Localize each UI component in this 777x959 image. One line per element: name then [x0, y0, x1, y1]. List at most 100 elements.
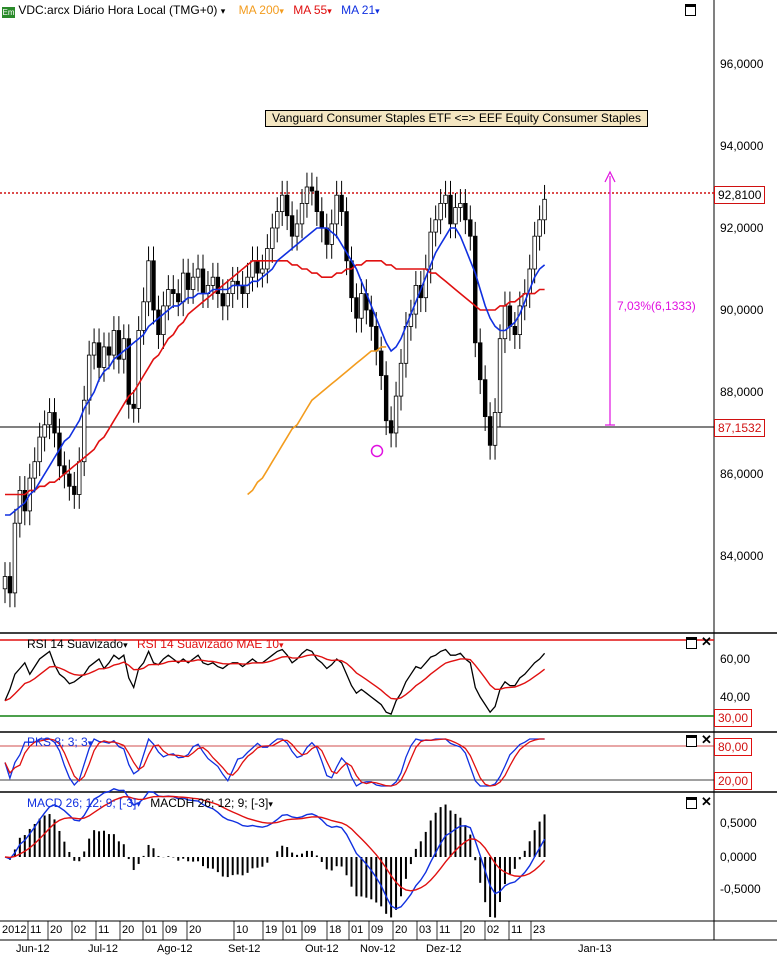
- candle-body: [67, 473, 72, 487]
- ma200-label[interactable]: MA 200: [238, 3, 280, 17]
- candle-body: [349, 260, 354, 299]
- app-logo-icon: Em: [2, 7, 15, 18]
- candle-body: [512, 325, 518, 335]
- candle-body: [383, 375, 389, 422]
- pks-close-icon[interactable]: ✕: [701, 732, 712, 747]
- chart-header: Em VDC:arcx Diário Hora Local (TMG+0) ▾ …: [2, 3, 380, 18]
- ma21-dropdown-icon[interactable]: ▾: [375, 6, 380, 16]
- date-tick-label: 10: [236, 924, 249, 936]
- pks-title[interactable]: PKS 8; 3; 3: [27, 735, 88, 749]
- candle-body: [215, 276, 221, 295]
- macd-header: MACD 26; 12; 9; [-3]▾ MACDH 26; 12; 9; […: [27, 796, 273, 810]
- pks-k-line: [4, 737, 545, 787]
- rsi-title[interactable]: RSI 14 Suavizado: [27, 637, 124, 651]
- candle-body: [255, 260, 260, 274]
- candle-body: [32, 461, 37, 479]
- symbol-label[interactable]: VDC:arcx Diário Hora Local (TMG+0): [18, 3, 218, 17]
- candle-body: [428, 231, 433, 270]
- candle-body: [52, 412, 57, 434]
- candle-body: [304, 186, 310, 204]
- candle-body: [141, 301, 146, 331]
- date-tick-label: 20: [122, 924, 135, 936]
- ma200-dropdown-icon[interactable]: ▾: [279, 6, 284, 16]
- price-tick-label: 86,0000: [720, 467, 764, 481]
- candle-body: [294, 223, 300, 237]
- candle-body: [388, 420, 394, 434]
- candle-body: [275, 211, 280, 229]
- rsi-mae-title[interactable]: RSI 14 Suavizado MAE 10: [136, 637, 280, 651]
- rsi-lines: [4, 648, 546, 715]
- candle-body: [339, 194, 344, 212]
- candle-body: [369, 309, 374, 327]
- macd-tick: 0,5000: [720, 816, 757, 830]
- month-label: Nov-12: [360, 943, 396, 955]
- candle-body: [354, 297, 359, 319]
- date-tick-label: 01: [145, 924, 158, 936]
- candle-body: [151, 260, 156, 311]
- candle-body: [47, 412, 52, 426]
- candle-body: [270, 227, 275, 249]
- date-tick-label: 18: [329, 924, 342, 936]
- candle-body: [166, 289, 171, 307]
- rsi-mae-dropdown-icon[interactable]: ▾: [279, 640, 284, 650]
- date-tick-label: 2012: [2, 924, 27, 936]
- rsi-mae-line: [4, 654, 546, 702]
- candle-body: [468, 219, 473, 237]
- candle-body: [438, 202, 443, 221]
- instrument-legend: Vanguard Consumer Staples ETF <=> EEF Eq…: [265, 110, 648, 127]
- pks-dropdown-icon[interactable]: ▾: [87, 738, 93, 748]
- candle-body: [146, 260, 151, 303]
- price-tick-label: 90,0000: [720, 303, 764, 317]
- candle-body: [190, 276, 196, 290]
- candle-body: [72, 485, 77, 495]
- macd-tick: 0,0000: [720, 850, 757, 864]
- date-tick-label: 03: [419, 924, 432, 936]
- candle-body: [96, 342, 102, 368]
- candle-body: [463, 202, 468, 221]
- candle-body: [161, 305, 166, 335]
- low-marker-circle: [370, 444, 384, 458]
- pks-maximize-icon[interactable]: [686, 735, 697, 747]
- candle-body: [324, 227, 329, 245]
- price-tick-label: 96,0000: [720, 57, 764, 71]
- maximize-icon[interactable]: [685, 4, 696, 16]
- candle-body: [314, 190, 320, 213]
- macd-title[interactable]: MACD 26; 12; 9; [-3]: [27, 796, 137, 810]
- candle-body: [502, 305, 508, 340]
- date-tick-label: 01: [285, 924, 298, 936]
- candle-body: [289, 215, 295, 237]
- macd-close-icon[interactable]: ✕: [701, 794, 712, 809]
- candle-body: [77, 461, 82, 495]
- date-tick-label: 19: [265, 924, 278, 936]
- candle-body: [453, 207, 458, 225]
- rsi-dropdown-icon[interactable]: ▾: [123, 640, 128, 650]
- price-tick-label: 94,0000: [720, 139, 764, 153]
- candle-body: [82, 399, 87, 463]
- candle-body: [240, 284, 245, 294]
- candle-body: [2, 576, 8, 590]
- macdh-dropdown-icon[interactable]: ▾: [268, 799, 273, 809]
- candle-body: [542, 198, 547, 221]
- rsi-close-icon[interactable]: ✕: [701, 634, 712, 649]
- rsi-tick-60: 60,00: [720, 652, 751, 666]
- candle-body: [374, 325, 379, 352]
- pks-lines: [4, 737, 545, 787]
- ma21-label[interactable]: MA 21: [341, 3, 376, 17]
- ma200-line: [247, 346, 387, 496]
- price-tick-label: 92,0000: [720, 221, 764, 235]
- rsi-maximize-icon[interactable]: [686, 637, 697, 649]
- rsi-tick-40: 40,00: [720, 690, 751, 704]
- month-label: Jun-12: [16, 943, 50, 955]
- candle-body: [12, 522, 18, 594]
- candle-body: [126, 338, 131, 405]
- macd-dropdown-icon[interactable]: ▾: [136, 799, 141, 809]
- ma55-dropdown-icon[interactable]: ▾: [327, 6, 332, 16]
- symbol-dropdown-icon[interactable]: ▾: [220, 6, 226, 16]
- candle-body: [250, 260, 255, 278]
- ma55-label[interactable]: MA 55: [293, 3, 328, 17]
- pks-level-80-tag: 80,00: [714, 738, 753, 756]
- macd-maximize-icon[interactable]: [686, 797, 697, 809]
- candle-body: [106, 346, 112, 356]
- macdh-title[interactable]: MACDH 26; 12; 9; [-3]: [150, 796, 269, 810]
